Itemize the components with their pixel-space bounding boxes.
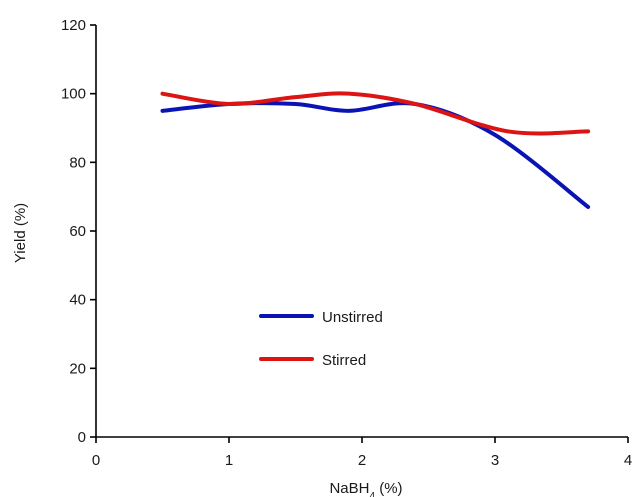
series-line-stirred (160, 91, 591, 136)
x-tick-label: 3 (491, 452, 499, 469)
x-tick-label: 4 (624, 452, 632, 469)
x-tick-label: 2 (358, 452, 366, 469)
x-ticks: 0 1 2 3 4 (92, 437, 632, 469)
y-tick-label: 0 (78, 429, 86, 446)
legend-label-stirred: Stirred (322, 352, 366, 369)
y-ticks: 0 20 40 60 80 100 120 (61, 17, 96, 446)
legend-label-unstirred: Unstirred (322, 309, 383, 326)
y-tick-label: 120 (61, 17, 86, 34)
x-axis-label-subscript: 4 (369, 491, 375, 497)
x-axis-label: NaBH4 (%) (329, 480, 402, 497)
y-tick-label: 20 (69, 360, 86, 377)
axes (95, 25, 628, 438)
series-layer (160, 91, 591, 209)
y-tick-label: 60 (69, 223, 86, 240)
y-tick-label: 100 (61, 86, 86, 103)
x-tick-label: 0 (92, 452, 100, 469)
x-axis-label-base: NaBH (329, 480, 369, 497)
x-axis-label-suffix: (%) (375, 480, 403, 497)
legend: Unstirred Stirred (259, 309, 383, 369)
x-tick-label: 1 (225, 452, 233, 469)
series-line-unstirred (160, 101, 591, 209)
y-axis-label: Yield (%) (12, 203, 29, 263)
y-tick-label: 40 (69, 292, 86, 309)
y-tick-label: 80 (69, 154, 86, 171)
